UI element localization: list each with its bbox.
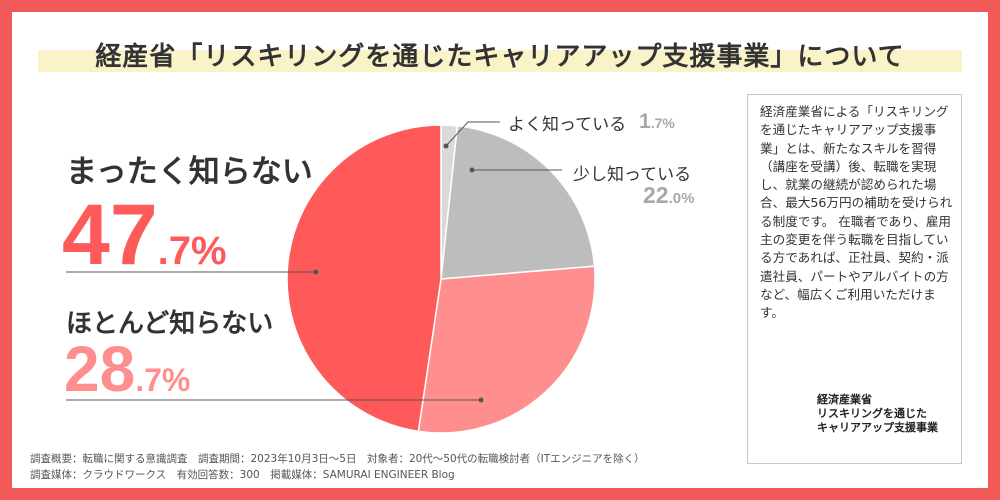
pie-slice-not-at-all [286, 124, 442, 433]
value-not-at-all-int: 47 [62, 187, 158, 283]
value-well: 1.7% [639, 110, 675, 134]
label-hardly: ほとんど知らない [66, 309, 274, 339]
value-well-int: 1 [639, 110, 651, 133]
logo-line-1: 経済産業省 [817, 393, 872, 406]
leader-somewhat-dot [469, 167, 475, 173]
value-not-at-all: 47.7% [62, 186, 227, 285]
label-somewhat: 少し知っている [573, 165, 692, 185]
value-well-dec: .7% [650, 115, 675, 131]
value-somewhat-int: 22 [643, 182, 669, 208]
info-box [747, 94, 962, 464]
label-well: よく知っている [508, 115, 627, 135]
footer-line-2: 調査媒体：クラウドワークス 有効回答数：300 掲載媒体：SAMURAI ENG… [30, 469, 455, 481]
value-not-at-all-dec: .7% [157, 229, 227, 273]
label-not-at-all: まったく知らない [66, 154, 313, 190]
logo-line-2: リスキリングを通じた [817, 407, 927, 420]
pie-slice-hardly [417, 265, 596, 434]
value-somewhat-dec: .0% [668, 190, 695, 207]
leader-well-dot [443, 143, 449, 149]
info-text: 経済産業省による「リスキリングを通じたキャリアアップ支援事業」とは、新たなスキル… [760, 104, 953, 321]
leader-well [445, 121, 500, 147]
leader-not-at-all-dot [313, 269, 319, 275]
footer-line-1: 調査概要：転職に関する意識調査 調査期間：2023年10月3日〜5日 対象者：2… [30, 453, 645, 465]
value-hardly-dec: .7% [135, 362, 191, 398]
logo-text: 経済産業省 リスキリングを通じた キャリアアップ支援事業 [817, 393, 938, 435]
value-somewhat: 22.0% [643, 182, 694, 209]
logo-line-3: キャリアアップ支援事業 [817, 421, 938, 434]
title-highlight [38, 50, 962, 72]
value-hardly: 28.7% [64, 332, 190, 406]
pie-slice-somewhat [440, 125, 596, 280]
page-title: 経産省「リスキリングを通じたキャリアアップ支援事業」について [95, 42, 905, 72]
value-hardly-int: 28 [64, 333, 136, 405]
leader-hardly-dot [478, 397, 484, 403]
